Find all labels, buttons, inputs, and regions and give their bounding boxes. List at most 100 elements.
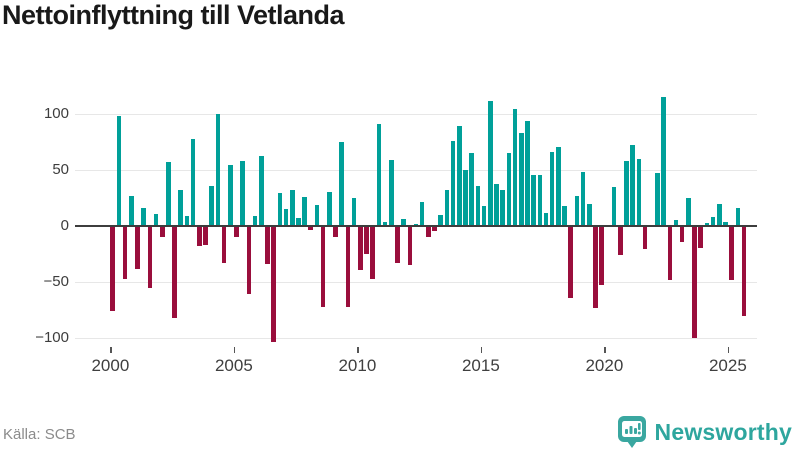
bar-positive — [636, 158, 642, 226]
y-gridline — [75, 113, 757, 115]
newsworthy-pin-chart-icon — [617, 416, 646, 448]
y-axis-tick-label: 100 — [43, 104, 69, 122]
bar-negative — [741, 227, 747, 316]
bar-negative — [679, 227, 685, 242]
bar-positive — [376, 123, 382, 226]
y-axis-tick-label: −50 — [43, 273, 69, 291]
x-axis-tick — [233, 347, 236, 353]
bar-negative — [698, 227, 704, 249]
bar-negative — [407, 227, 413, 266]
bar-positive — [717, 203, 722, 226]
bar-positive — [351, 197, 357, 226]
bar-positive — [624, 160, 629, 226]
bar-positive — [277, 193, 283, 226]
bar-negative — [234, 227, 239, 238]
bar-positive — [382, 221, 388, 226]
y-gridline — [75, 169, 757, 171]
x-axis-tick — [357, 347, 359, 353]
y-axis-tick-label: −100 — [35, 329, 69, 347]
bar-negative — [265, 227, 270, 265]
bar-positive — [525, 121, 530, 226]
x-axis-tick-label: 2005 — [214, 356, 253, 375]
bar-positive — [481, 205, 487, 226]
x-axis-tick-label: 2010 — [338, 356, 377, 375]
bar-positive — [184, 215, 190, 226]
bar-positive — [327, 192, 332, 226]
x-axis-tick — [604, 347, 606, 353]
bar-negative — [593, 227, 598, 308]
bar-positive — [438, 214, 444, 226]
bar-positive — [543, 212, 549, 226]
bar-positive — [475, 185, 481, 226]
bar-positive — [673, 220, 679, 226]
bar-positive — [209, 185, 215, 226]
bar-negative — [172, 227, 177, 319]
bar-positive — [704, 222, 710, 226]
bar-positive — [537, 175, 543, 226]
bar-negative — [599, 227, 604, 286]
y-gridline — [75, 282, 757, 284]
bar-positive — [296, 218, 301, 226]
bar-negative — [395, 227, 400, 263]
bar-positive — [401, 219, 406, 226]
bar-negative — [221, 227, 227, 263]
bar-negative — [345, 227, 351, 307]
bar-negative — [110, 227, 115, 312]
bar-negative — [568, 227, 574, 298]
bar-negative — [197, 227, 202, 247]
bar-negative — [333, 227, 338, 238]
bar-positive — [302, 196, 307, 226]
bar-positive — [258, 156, 264, 226]
bar-positive — [512, 109, 518, 226]
bar-positive — [444, 190, 450, 226]
bar-positive — [166, 161, 171, 226]
bar-positive — [487, 101, 493, 226]
source-caption: Källa: SCB — [3, 426, 76, 443]
bar-positive — [531, 175, 536, 226]
bar-positive — [116, 115, 122, 226]
bar-negative — [122, 227, 128, 279]
bar-chart-plot: 100 50 0 −50 −100 2000 2005 2010 2015 2020 2025 — [35, 96, 757, 375]
bar-positive — [574, 195, 580, 226]
bar-positive — [556, 147, 561, 226]
bar-positive — [494, 184, 499, 226]
y-gridline — [75, 338, 757, 340]
x-axis-tick-label: 2025 — [708, 356, 747, 375]
bar-negative — [667, 227, 673, 280]
bar-positive — [549, 151, 555, 226]
bar-negative — [370, 227, 375, 279]
bar-positive — [283, 209, 289, 226]
bar-positive — [178, 190, 184, 226]
bar-positive — [518, 132, 524, 226]
bar-negative — [135, 227, 140, 269]
bar-positive — [450, 140, 456, 226]
x-axis-tick — [480, 347, 483, 353]
bar-negative — [246, 227, 252, 295]
bar-positive — [506, 152, 512, 226]
chart-title: Nettoinflyttning till Vetlanda — [2, 0, 345, 30]
bar-negative — [426, 227, 431, 238]
bar-positive — [228, 165, 233, 226]
bar-positive — [735, 208, 741, 226]
bar-positive — [710, 217, 716, 226]
bar-positive — [289, 190, 295, 226]
bar-positive — [339, 141, 345, 226]
y-axis-tick-label: 0 — [60, 217, 69, 234]
bar-positive — [388, 159, 394, 226]
bar-positive — [611, 186, 617, 226]
bar-positive — [153, 213, 159, 226]
bar-positive — [252, 215, 258, 226]
bar-positive — [630, 145, 635, 226]
bar-positive — [128, 195, 134, 226]
bar-negative — [203, 227, 208, 245]
bar-negative — [642, 227, 648, 250]
bar-positive — [587, 203, 592, 226]
bar-positive — [190, 139, 196, 226]
bar-positive — [463, 169, 468, 226]
bar-positive — [314, 204, 320, 226]
bar-negative — [320, 227, 326, 307]
bar-positive — [419, 202, 425, 226]
bar-positive — [141, 208, 146, 226]
bar-positive — [661, 96, 666, 226]
